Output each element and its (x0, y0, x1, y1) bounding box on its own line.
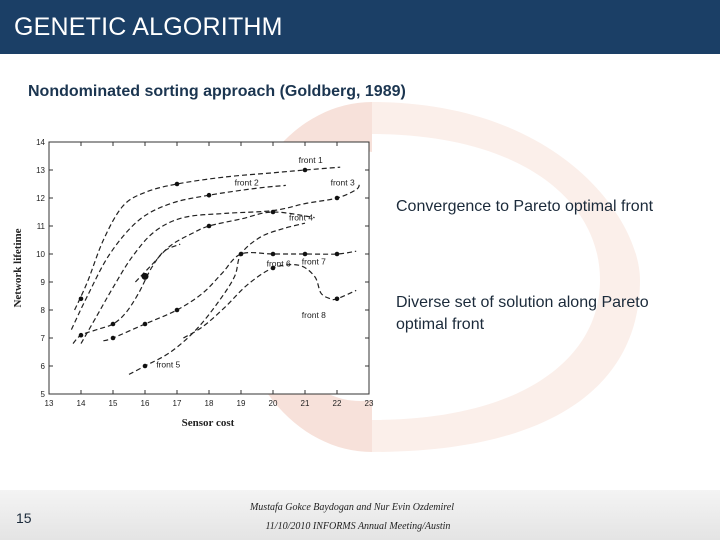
x-tick-label: 17 (173, 399, 182, 408)
x-axis-label: Sensor cost (182, 417, 235, 429)
plot-area (48, 141, 370, 395)
data-point (142, 363, 148, 369)
y-tick-label: 5 (41, 390, 46, 399)
y-tick-label: 13 (36, 166, 45, 175)
footer-authors: Mustafa Gokce Baydogan and Nur Evin Ozde… (249, 502, 455, 513)
y-tick-label: 11 (37, 222, 46, 231)
data-point (174, 181, 180, 187)
front-label-2: front 2 (235, 177, 259, 187)
x-tick-label: 22 (333, 399, 342, 408)
data-point (206, 223, 212, 229)
y-tick-label: 10 (36, 250, 45, 259)
footer-bar: 15 Mustafa Gokce Baydogan and Nur Evin O… (0, 490, 720, 540)
convergence-note: Convergence to Pareto optimal front (396, 198, 654, 215)
y-tick-label: 14 (36, 138, 45, 147)
front-curve-4 (134, 211, 315, 283)
data-point (110, 321, 116, 327)
front-curve-1 (74, 166, 341, 311)
y-axis-ticks: 5 6 7 8 9 10 11 12 13 14 (36, 138, 369, 399)
x-tick-label: 16 (141, 399, 150, 408)
front-label-3: front 3 (331, 177, 355, 187)
front-labels: front 1 front 2 front 3 front 4 front 5 front… (156, 155, 355, 369)
x-axis-ticks: 13 14 15 16 17 18 19 20 21 22 23 (45, 142, 374, 408)
data-point (270, 251, 276, 257)
data-point (334, 251, 340, 257)
y-tick-label: 6 (41, 362, 46, 371)
data-point (270, 209, 276, 215)
slide-subtitle: Nondominated sorting approach (Goldberg,… (28, 83, 406, 100)
slide-title: GENETIC ALGORITHM (14, 13, 283, 41)
x-tick-label: 18 (205, 399, 214, 408)
data-point (78, 296, 84, 302)
title-bar: GENETIC ALGORITHM (0, 0, 720, 54)
front-label-1: front 1 (299, 155, 323, 165)
front-label-8: front 8 (302, 310, 326, 320)
front-curve-2 (70, 184, 286, 330)
data-point (174, 307, 180, 313)
y-tick-label: 7 (41, 334, 46, 343)
front-curve-6 (72, 243, 181, 345)
front-label-6: front 6 (267, 259, 291, 269)
data-point (78, 332, 84, 338)
front-curve-8 (183, 263, 357, 339)
footer-event: 11/10/2010 INFORMS Annual Meeting/Austin (265, 521, 451, 532)
data-point (270, 265, 276, 271)
x-tick-label: 19 (237, 399, 246, 408)
x-tick-label: 23 (365, 399, 374, 408)
x-tick-label: 14 (77, 399, 86, 408)
front-label-7: front 7 (302, 257, 326, 267)
data-point (110, 335, 116, 341)
data-point (302, 251, 308, 257)
y-tick-label: 12 (36, 194, 45, 203)
data-point (142, 321, 148, 327)
x-tick-label: 13 (45, 399, 54, 408)
diversity-note: Diverse set of solution along Pareto opt… (396, 294, 649, 333)
page-number: 15 (16, 510, 32, 526)
front-label-4: front 4 (289, 212, 313, 222)
data-point (238, 251, 244, 257)
x-tick-label: 15 (109, 399, 118, 408)
y-tick-label: 8 (41, 306, 46, 315)
data-points (78, 167, 340, 369)
data-point (334, 296, 340, 302)
front-label-5: front 5 (156, 359, 180, 369)
y-tick-label: 9 (41, 278, 46, 287)
data-point (334, 195, 340, 201)
data-point (302, 167, 308, 173)
data-point (206, 192, 212, 198)
data-point (141, 273, 149, 280)
x-tick-label: 21 (301, 399, 310, 408)
front-curve-5 (128, 222, 306, 375)
x-tick-label: 20 (269, 399, 278, 408)
y-axis-label: Network lifetime (12, 228, 24, 307)
front-curve-7 (103, 250, 357, 342)
